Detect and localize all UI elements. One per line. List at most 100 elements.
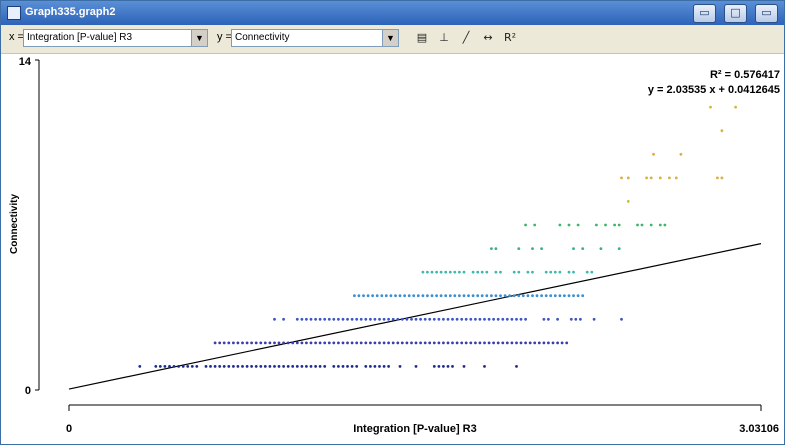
scatter-point (263, 341, 267, 345)
scatter-point (428, 341, 432, 345)
axes-toggle-icon[interactable]: ⊥ (439, 31, 449, 44)
scatter-point (480, 294, 484, 298)
scatter-point (357, 294, 361, 298)
scatter-point (209, 365, 212, 368)
range-icon[interactable]: ↔ (483, 31, 493, 44)
scatter-point (190, 365, 194, 368)
scatter-point (517, 270, 521, 274)
scatter-point (442, 341, 445, 345)
scatter-point (396, 341, 400, 345)
scatter-point (519, 341, 523, 345)
scatter-point (378, 365, 381, 368)
scatter-point (410, 317, 413, 321)
scatter-point (314, 317, 317, 321)
scatter-point (369, 317, 372, 321)
y-axis-prefix: y = (217, 31, 232, 43)
regression-line-icon[interactable]: ╱ (462, 31, 470, 44)
chevron-down-icon[interactable]: ▼ (382, 30, 398, 46)
scatter-point (282, 317, 285, 321)
scatter-point (241, 341, 244, 345)
scatter-point (332, 317, 336, 321)
scatter-point (501, 341, 505, 345)
scatter-point (524, 317, 527, 321)
scatter-point (295, 341, 299, 345)
scatter-point (305, 341, 308, 345)
scatter-point (346, 365, 349, 368)
scatter-point (186, 365, 190, 368)
scatter-point (382, 365, 386, 368)
scatter-point (373, 365, 377, 368)
scatter-point (572, 294, 575, 298)
scatter-point (350, 317, 354, 321)
scatter-point (435, 294, 438, 298)
scatter-point (547, 341, 550, 345)
scatter-point (389, 294, 393, 298)
scatter-point (517, 247, 521, 251)
title-bar[interactable]: Graph335.graph2 ▭ □ ▭ (1, 1, 784, 25)
scatter-point (236, 365, 240, 368)
x-axis-selector: x = Integration [P-value] R3 ▼ (9, 29, 208, 47)
scatter-point (474, 341, 477, 345)
scatter-point (558, 270, 562, 274)
scatter-point (378, 317, 381, 321)
scatter-point (398, 365, 402, 368)
scatter-point (540, 247, 543, 251)
maximize-button[interactable]: □ (724, 4, 747, 23)
scatter-point (503, 294, 507, 298)
scatter-point (451, 365, 454, 368)
scatter-point (558, 223, 562, 227)
scatter-point (549, 294, 553, 298)
scatter-point (464, 341, 468, 345)
scatter-point (505, 317, 509, 321)
scatter-point (592, 317, 596, 321)
scatter-point (617, 223, 621, 227)
scatter-point (421, 294, 425, 298)
x-axis-dropdown[interactable]: Integration [P-value] R3 ▼ (23, 29, 208, 47)
scatter-point (567, 270, 571, 274)
scatter-point (172, 365, 176, 368)
scatter-point (355, 341, 359, 345)
chevron-down-icon[interactable]: ▼ (191, 30, 207, 46)
close-button[interactable]: ▭ (755, 4, 778, 23)
scatter-point (371, 294, 374, 298)
scatter-point (519, 317, 523, 321)
scatter-point (467, 294, 470, 298)
scatter-point (492, 341, 495, 345)
scatter-point (558, 294, 562, 298)
scatter-point (204, 365, 208, 368)
scatter-point (499, 294, 502, 298)
scatter-point (254, 365, 258, 368)
table-view-icon[interactable]: ▤ (416, 31, 428, 44)
scatter-point (391, 317, 395, 321)
scatter-point (494, 270, 498, 274)
scatter-point (232, 341, 235, 345)
x-tick-max: 3.03106 (739, 423, 779, 435)
scatter-point (259, 365, 263, 368)
scatter-point (412, 294, 416, 298)
scatter-point (451, 317, 454, 321)
scatter-point (341, 365, 345, 368)
y-tick-min: 0 (25, 385, 31, 397)
scatter-point (405, 317, 409, 321)
scatter-point (414, 365, 418, 368)
scatter-point (565, 341, 569, 345)
scatter-point (553, 294, 557, 298)
y-axis-dropdown[interactable]: Connectivity ▼ (231, 29, 399, 47)
scatter-point (444, 270, 448, 274)
scatter-point (499, 270, 502, 274)
scatter-point (533, 341, 537, 345)
scatter-point (300, 317, 304, 321)
minimize-button[interactable]: ▭ (693, 4, 716, 23)
scatter-point (474, 317, 477, 321)
scatter-point (476, 270, 480, 274)
r-squared-icon[interactable]: R² (503, 31, 517, 44)
scatter-point (254, 341, 258, 345)
scatter-point (236, 341, 240, 345)
scatter-point (268, 341, 272, 345)
scatter-point (403, 294, 406, 298)
scatter-point (414, 341, 418, 345)
scatter-point (387, 365, 390, 368)
scatter-point (471, 270, 475, 274)
y-axis-label: Connectivity (9, 194, 20, 254)
scatter-point (273, 341, 276, 345)
